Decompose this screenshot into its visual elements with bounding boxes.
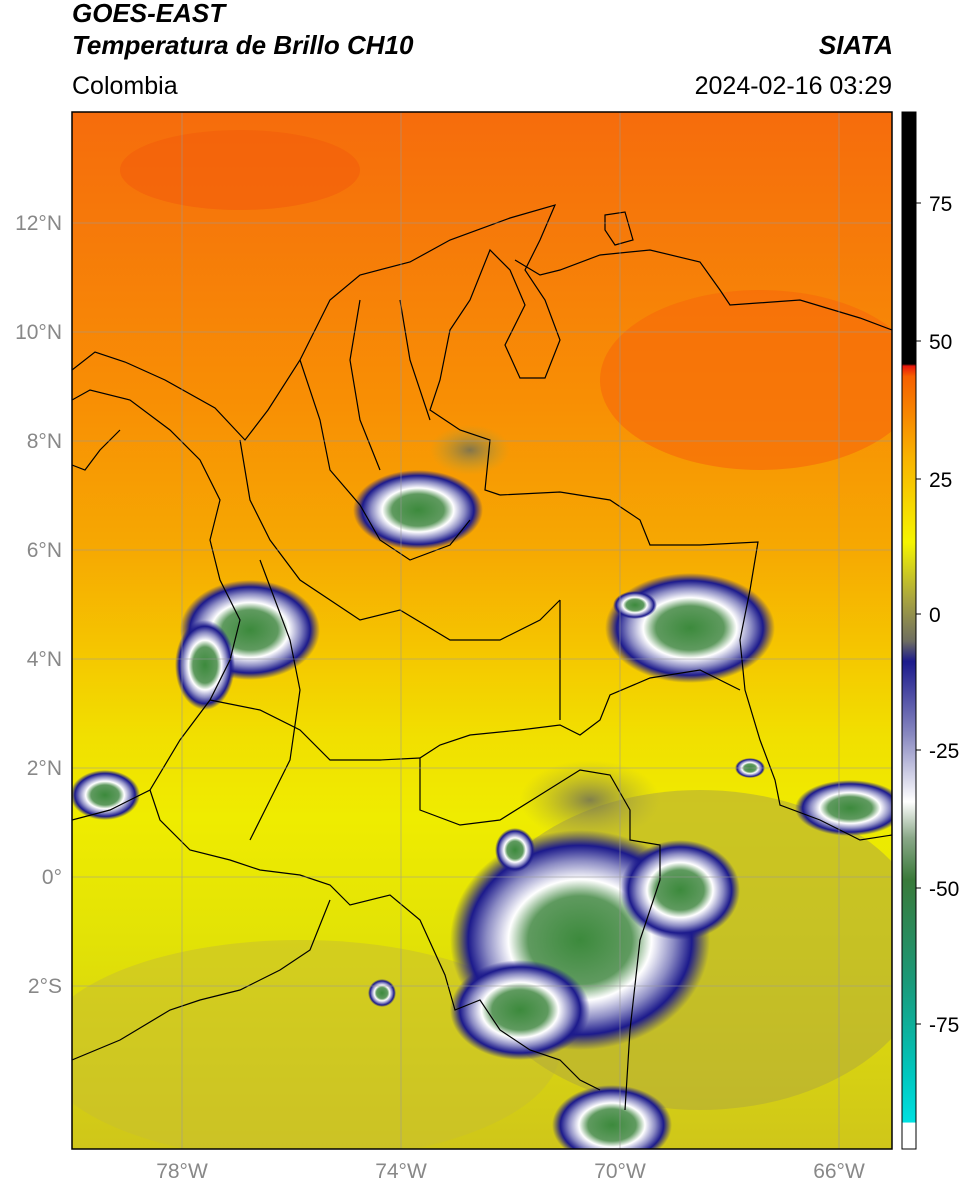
coastline-borders <box>72 204 892 1111</box>
colorbar-tick-labels: 75 50 25 0 -25 -50 -75 <box>929 193 959 1037</box>
lat-tick-label: 6°N <box>27 539 62 562</box>
lat-tick-label: 0° <box>42 866 62 889</box>
lat-tick-label: 2°S <box>28 975 62 998</box>
lat-tick-labels: 12°N 10°N 8°N 6°N 4°N 2°N 0° 2°S <box>15 212 62 998</box>
lon-tick-label: 74°W <box>375 1160 427 1183</box>
colorbar-ticks <box>916 202 921 1025</box>
graticule <box>72 112 892 1149</box>
cloud-cluster <box>353 470 483 550</box>
lon-tick-label: 78°W <box>156 1160 208 1183</box>
colorbar-tick-label: -50 <box>929 878 959 901</box>
colorbar-tick-label: 50 <box>929 331 952 354</box>
satellite-image <box>72 112 892 1149</box>
organization-label: SIATA <box>818 30 893 60</box>
colorbar-tick-label: 25 <box>929 469 952 492</box>
product-title: Temperatura de Brillo CH10 <box>72 30 414 60</box>
colorbar-tick-label: 0 <box>929 604 941 627</box>
lon-tick-labels: 78°W 74°W 70°W 66°W <box>156 1160 865 1183</box>
lon-tick-label: 66°W <box>813 1160 865 1183</box>
lat-tick-label: 10°N <box>15 321 62 344</box>
lat-tick-label: 12°N <box>15 212 62 235</box>
lat-tick-label: 8°N <box>27 430 62 453</box>
map-frame <box>71 111 893 1150</box>
timestamp-label: 2024-02-16 03:29 <box>694 72 892 100</box>
lon-tick-label: 70°W <box>594 1160 646 1183</box>
colorbar-tick-label: -75 <box>929 1014 959 1037</box>
satellite-title: GOES-EAST <box>72 0 226 28</box>
lat-tick-label: 2°N <box>27 757 62 780</box>
region-label: Colombia <box>72 72 178 100</box>
colorbar-tick-label: -25 <box>929 740 959 763</box>
colorbar <box>901 111 917 1150</box>
lat-tick-label: 4°N <box>27 648 62 671</box>
colorbar-tick-label: 75 <box>929 193 952 216</box>
